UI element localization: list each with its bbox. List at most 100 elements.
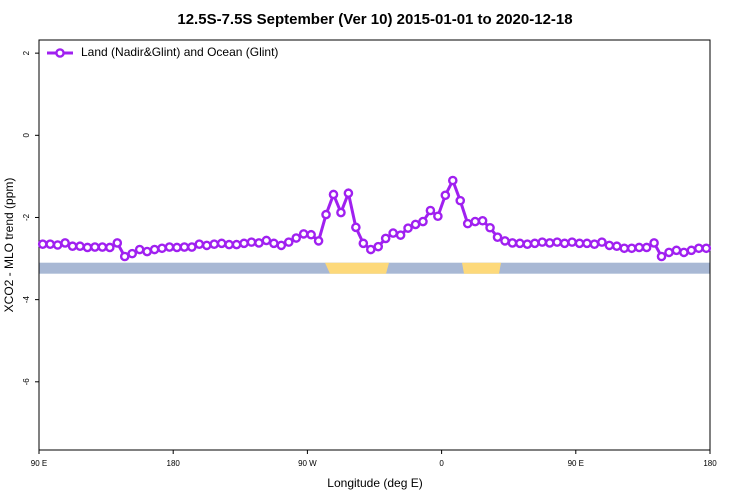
data-point [313, 236, 324, 246]
data-point [179, 242, 190, 252]
data-point [67, 241, 78, 252]
data-point [90, 242, 100, 252]
data-point [283, 237, 294, 247]
data-point [641, 242, 652, 253]
land-ocean-strip [39, 262, 710, 274]
x-tick-label: 180 [703, 459, 717, 468]
data-point [492, 232, 503, 242]
data-point [619, 243, 630, 254]
data-point [134, 244, 145, 255]
data-point [582, 238, 592, 249]
data-point [507, 238, 518, 248]
x-axis-label: Longitude (deg E) [327, 476, 422, 490]
data-point [522, 239, 533, 249]
y-tick-label: -2 [22, 213, 31, 221]
data-point [60, 238, 70, 248]
chart-title: 12.5S-7.5S September (Ver 10) 2015-01-01… [177, 11, 572, 28]
data-point [589, 239, 600, 249]
data-point [626, 243, 637, 254]
data-point [597, 237, 607, 247]
data-point [686, 245, 697, 256]
data-point [455, 195, 466, 206]
data-point [172, 242, 182, 253]
data-point [224, 239, 234, 250]
data-point [656, 251, 667, 262]
data-point [246, 237, 257, 247]
x-tick-label: 90 W [298, 459, 317, 468]
data-point [105, 242, 115, 253]
x-tick-label: 180 [167, 459, 181, 468]
data-point [395, 230, 406, 240]
data-point [187, 242, 197, 252]
data-point [269, 238, 279, 249]
data-point [209, 239, 220, 249]
data-point [470, 216, 480, 227]
data-point [537, 237, 548, 247]
data-point [694, 243, 704, 254]
data-point [410, 219, 421, 230]
data-point [112, 238, 123, 248]
data-point [671, 245, 682, 256]
data-point [149, 244, 160, 255]
legend-label: Land (Nadir&Glint) and Ocean (Glint) [81, 45, 278, 59]
legend-marker [55, 48, 65, 58]
data-point [544, 238, 555, 248]
data-point [477, 215, 488, 226]
y-tick-label: -4 [22, 296, 31, 304]
data-point [231, 239, 242, 250]
data-point [75, 241, 85, 252]
data-point [201, 240, 212, 251]
data-point [351, 222, 361, 233]
data-point [82, 242, 93, 253]
y-tick-label: 2 [22, 50, 31, 55]
y-axis-label: XCO2 - MLO trend (ppm) [2, 178, 16, 313]
data-point [425, 205, 436, 216]
data-point [194, 239, 205, 249]
data-point [164, 242, 175, 252]
data-point [261, 235, 272, 246]
data-point [529, 238, 540, 249]
data-point [157, 243, 167, 254]
data-point [649, 238, 659, 248]
data-point [216, 238, 227, 249]
data-point [418, 216, 428, 227]
land-strip [462, 262, 501, 274]
data-point [239, 238, 249, 249]
data-point [373, 241, 384, 252]
data-point [462, 218, 473, 229]
data-point [127, 248, 137, 259]
data-point [254, 238, 264, 248]
data-point [515, 238, 525, 249]
data-point [321, 209, 331, 220]
x-tick-label: 90 E [568, 459, 584, 468]
data-point [403, 223, 413, 233]
land-strip [325, 262, 389, 274]
data-point [306, 229, 316, 240]
data-point [485, 222, 495, 233]
data-point [298, 229, 309, 239]
y-tick-label: 0 [22, 133, 31, 138]
data-point [37, 239, 48, 249]
data-point [45, 239, 55, 249]
data-point [142, 246, 152, 257]
data-point [119, 251, 130, 262]
data-point [97, 242, 108, 252]
data-point [604, 240, 615, 251]
data-point [380, 233, 391, 244]
data-point [701, 243, 712, 254]
data-point [328, 189, 339, 200]
data-point [336, 207, 346, 218]
data-point [574, 238, 585, 249]
x-tick-label: 0 [439, 459, 444, 468]
data-point [358, 238, 369, 249]
data-point [291, 233, 302, 243]
data-point [664, 247, 674, 258]
data-point [634, 242, 644, 253]
data-point [567, 237, 577, 247]
data-point [388, 228, 398, 238]
data-point [52, 240, 63, 250]
y-tick-label: -6 [22, 378, 31, 386]
data-point [612, 241, 622, 252]
data-point [433, 211, 443, 222]
